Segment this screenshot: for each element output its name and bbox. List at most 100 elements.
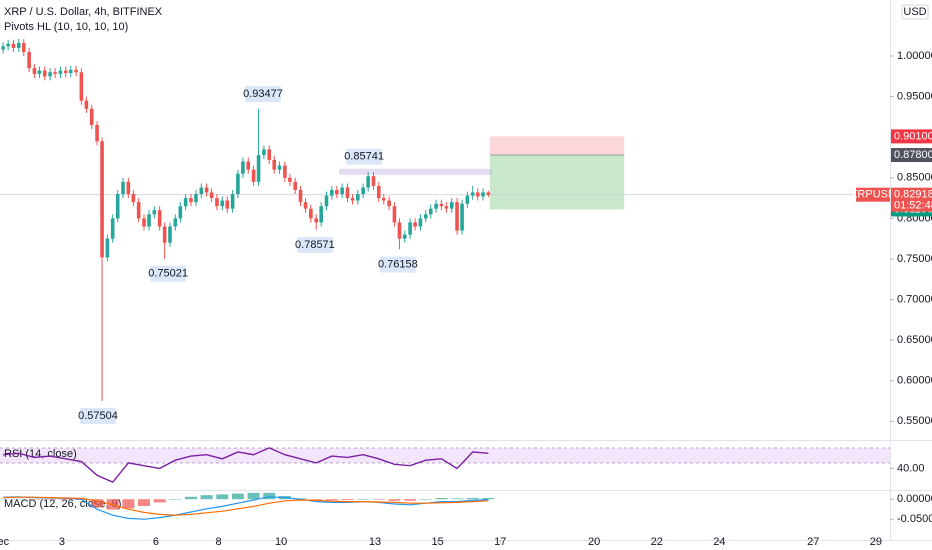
pivot-label-box	[379, 256, 416, 273]
candle-body	[147, 214, 151, 227]
candle-body	[256, 155, 261, 182]
candle-body	[11, 43, 16, 48]
candle-body	[168, 226, 172, 243]
candle-body	[37, 70, 42, 74]
candle-body	[340, 187, 344, 195]
candle-body	[63, 70, 68, 74]
candle-body	[173, 218, 178, 227]
candle-body	[126, 181, 131, 195]
chart-title: XRP / U.S. Dollar, 4h, BITFINEX	[4, 6, 163, 18]
candle-body	[455, 202, 459, 231]
candle-body	[204, 187, 209, 193]
x-tick-label: 3	[59, 536, 65, 548]
histogram-bar	[184, 496, 197, 500]
candle-body	[131, 194, 136, 203]
x-tick-label: 20	[588, 536, 600, 548]
histogram-bar	[466, 498, 479, 500]
candle-body	[32, 68, 37, 74]
candle-body	[345, 187, 350, 199]
x-tick-label: 22	[651, 536, 663, 548]
candle-body	[387, 200, 391, 207]
stop-zone	[489, 136, 625, 156]
x-tick-label: 24	[713, 536, 725, 548]
countdown: 01:52:48	[894, 200, 932, 212]
histogram-bar	[138, 499, 151, 506]
candle-body	[293, 181, 298, 190]
currency[interactable]: USD	[903, 6, 926, 18]
candle-body	[434, 203, 438, 209]
candle-body	[21, 43, 26, 52]
x-tick-label: 27	[807, 536, 819, 548]
last-price-box	[891, 187, 932, 212]
pivot-label-box	[296, 236, 333, 253]
candle-body	[157, 210, 162, 227]
symbol-label: XRPUSD	[850, 189, 896, 201]
x-tick-label: 17	[494, 536, 506, 548]
candle-body	[330, 189, 334, 196]
candle-body	[84, 100, 89, 109]
y-tick-label: 40.00	[897, 462, 925, 474]
candle-body	[209, 192, 214, 199]
histogram-bar	[231, 493, 244, 500]
candle-body	[42, 70, 47, 77]
candle-body	[115, 194, 120, 219]
candle-body	[225, 200, 230, 209]
candle-body	[465, 195, 470, 204]
candle-body	[324, 195, 329, 207]
histogram-bar	[28, 499, 41, 500]
x-tick-label: 29	[870, 536, 882, 548]
candle-body	[444, 206, 449, 209]
histogram-bar	[169, 499, 182, 500]
histogram-bar	[59, 499, 72, 500]
histogram-bar	[44, 499, 57, 500]
target-zone	[489, 155, 625, 210]
candle-body	[397, 222, 402, 239]
candle-body	[74, 69, 78, 73]
candle-body	[230, 194, 235, 209]
candle-body	[470, 192, 475, 196]
histogram-bar	[91, 499, 104, 508]
candle-body	[1, 46, 5, 50]
candle-body	[481, 192, 485, 197]
candle-body	[356, 194, 360, 201]
candle-body	[136, 202, 141, 219]
candle-body	[183, 198, 188, 207]
candle-body	[215, 198, 219, 207]
histogram-bar	[357, 499, 370, 500]
candle-body	[392, 206, 397, 223]
x-tick-label: 15	[432, 536, 444, 548]
pivot-label: 0.85741	[344, 151, 384, 163]
currency-box[interactable]	[901, 4, 929, 20]
histogram-bar	[325, 499, 338, 501]
pivot-label-box	[150, 265, 187, 282]
candle-body	[220, 200, 225, 207]
candle-body	[178, 206, 183, 219]
pivot-label-box	[346, 148, 383, 165]
candle-body	[283, 165, 287, 178]
x-tick-label: 13	[369, 536, 381, 548]
histogram-bar	[0, 498, 10, 500]
candle-body	[272, 159, 277, 170]
candle-body	[89, 108, 94, 126]
histogram-bar	[372, 499, 385, 500]
candle-body	[449, 202, 454, 209]
histogram-bar	[263, 492, 276, 500]
price-label: 0.87800	[894, 149, 932, 161]
candle-body	[246, 161, 251, 170]
candle-body	[314, 218, 318, 223]
histogram-bar	[153, 499, 166, 503]
candle-body	[162, 226, 167, 243]
candle-body	[152, 210, 157, 215]
candle-body	[189, 198, 193, 203]
candle-body	[371, 176, 376, 186]
histogram-bar	[122, 499, 135, 509]
candle-body	[16, 43, 21, 48]
